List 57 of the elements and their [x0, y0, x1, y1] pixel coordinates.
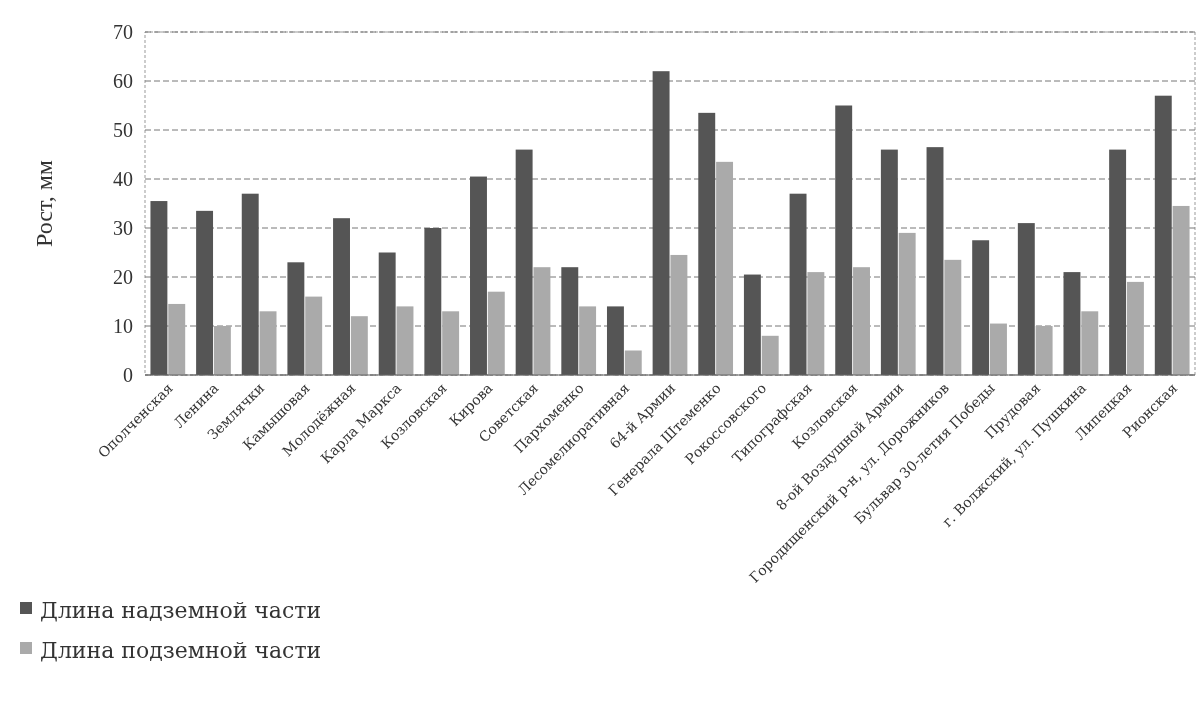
legend-label: Длина надземной части [40, 597, 322, 623]
y-axis-title: Рост, мм [31, 159, 57, 248]
bar [853, 267, 870, 375]
bar [533, 267, 551, 375]
bar [743, 274, 761, 375]
bar [1172, 205, 1190, 375]
y-tick-label: 50 [113, 119, 133, 141]
bar [1035, 326, 1053, 375]
bar [487, 291, 505, 375]
bar [515, 149, 533, 375]
legend-label: Длина подземной части [40, 637, 322, 663]
bar [561, 267, 579, 375]
y-tick-label: 40 [113, 168, 133, 190]
bar [1154, 95, 1172, 375]
bar [652, 71, 670, 375]
bar [579, 306, 597, 375]
bar [442, 311, 460, 375]
bar [1109, 149, 1127, 375]
bar [196, 210, 214, 375]
y-tick-label: 60 [113, 70, 133, 92]
bar [168, 303, 186, 375]
bar [259, 311, 277, 375]
bar [898, 232, 916, 375]
bar [761, 335, 779, 375]
bar [835, 105, 853, 375]
y-tick-label: 30 [113, 217, 133, 239]
bar [880, 149, 898, 375]
bar [624, 350, 642, 375]
bar [378, 252, 396, 375]
bar [213, 326, 231, 375]
bar [807, 272, 825, 375]
bar [1081, 311, 1099, 375]
bar [926, 147, 944, 375]
bar [698, 112, 716, 375]
y-tick-label: 70 [113, 21, 133, 43]
bar [972, 240, 990, 375]
bar [150, 201, 168, 375]
bar [990, 323, 1007, 375]
bar [350, 316, 368, 375]
bar [287, 262, 305, 375]
bar [789, 193, 807, 375]
bar [305, 296, 323, 375]
bar [241, 193, 259, 375]
bar [470, 176, 487, 375]
bar [606, 306, 624, 375]
bar [333, 218, 350, 375]
bar [1017, 223, 1035, 375]
y-tick-label: 10 [113, 315, 133, 337]
bar [424, 228, 442, 375]
y-tick-label: 20 [113, 266, 133, 288]
bar [716, 161, 734, 375]
bar [396, 306, 414, 375]
bar [944, 259, 962, 375]
bar [1126, 281, 1144, 375]
bar [670, 254, 688, 375]
y-tick-label: 0 [123, 364, 133, 386]
bar [1063, 272, 1081, 375]
